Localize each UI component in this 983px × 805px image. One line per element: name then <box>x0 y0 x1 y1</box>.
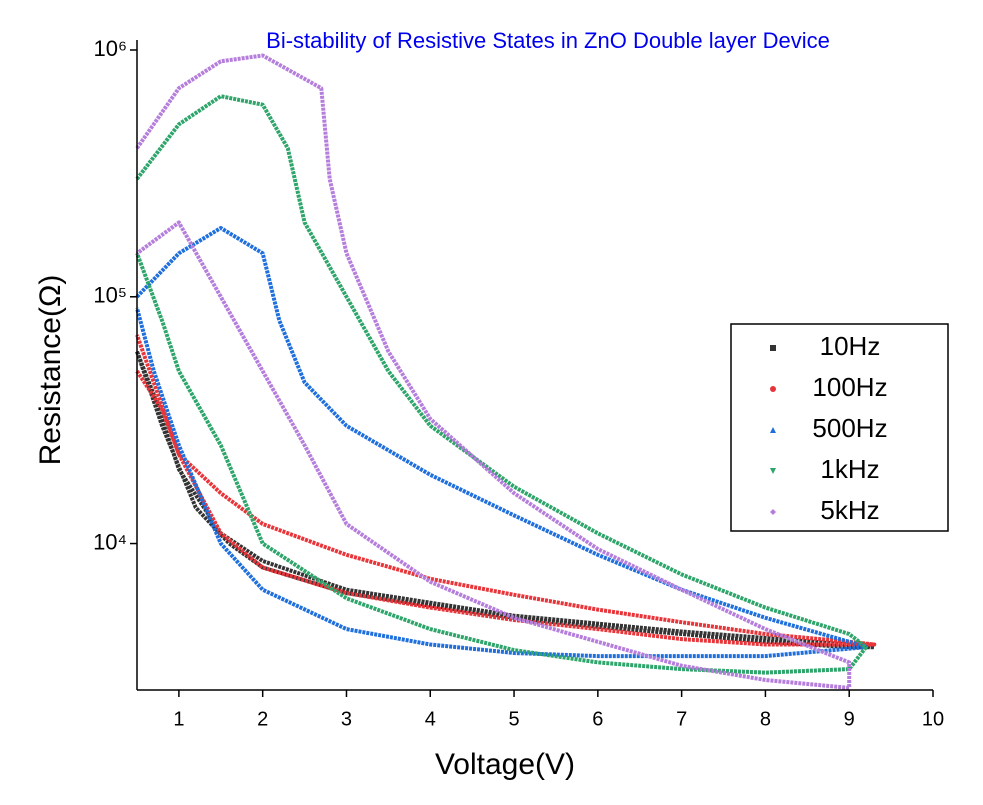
x-axis-label: Voltage(V) <box>435 748 575 781</box>
legend-marker <box>770 468 776 474</box>
legend-label: 500Hz <box>812 413 887 443</box>
x-tick-label: 4 <box>425 708 436 730</box>
x-tick-label: 8 <box>760 708 771 730</box>
series-points <box>135 94 868 675</box>
y-tick-label: 10⁵ <box>93 283 127 308</box>
legend-label: 5kHz <box>820 495 879 525</box>
legend-label: 100Hz <box>812 372 887 402</box>
legend-marker <box>770 509 776 515</box>
x-tick-label: 6 <box>592 708 603 730</box>
plot-area <box>135 53 877 690</box>
chart-title: Bi-stability of Resistive States in ZnO … <box>266 28 830 53</box>
x-tick-label: 9 <box>844 708 855 730</box>
legend-label: 1kHz <box>820 454 879 484</box>
series-points <box>135 226 868 659</box>
x-tick-label: 10 <box>922 708 944 730</box>
series-points <box>135 53 852 690</box>
legend-marker <box>770 345 776 351</box>
legend <box>730 323 949 532</box>
legend-marker <box>770 427 776 433</box>
x-tick-label: 7 <box>676 708 687 730</box>
x-tick-label: 5 <box>508 708 519 730</box>
legend-label: 10Hz <box>820 331 881 361</box>
y-axis-label: Resistance(Ω) <box>34 275 67 466</box>
legend-marker <box>770 386 776 392</box>
y-tick-label: 10⁶ <box>93 36 127 61</box>
x-tick-label: 1 <box>173 708 184 730</box>
x-tick-label: 2 <box>257 708 268 730</box>
y-tick-label: 10⁴ <box>93 529 127 554</box>
x-tick-label: 3 <box>341 708 352 730</box>
